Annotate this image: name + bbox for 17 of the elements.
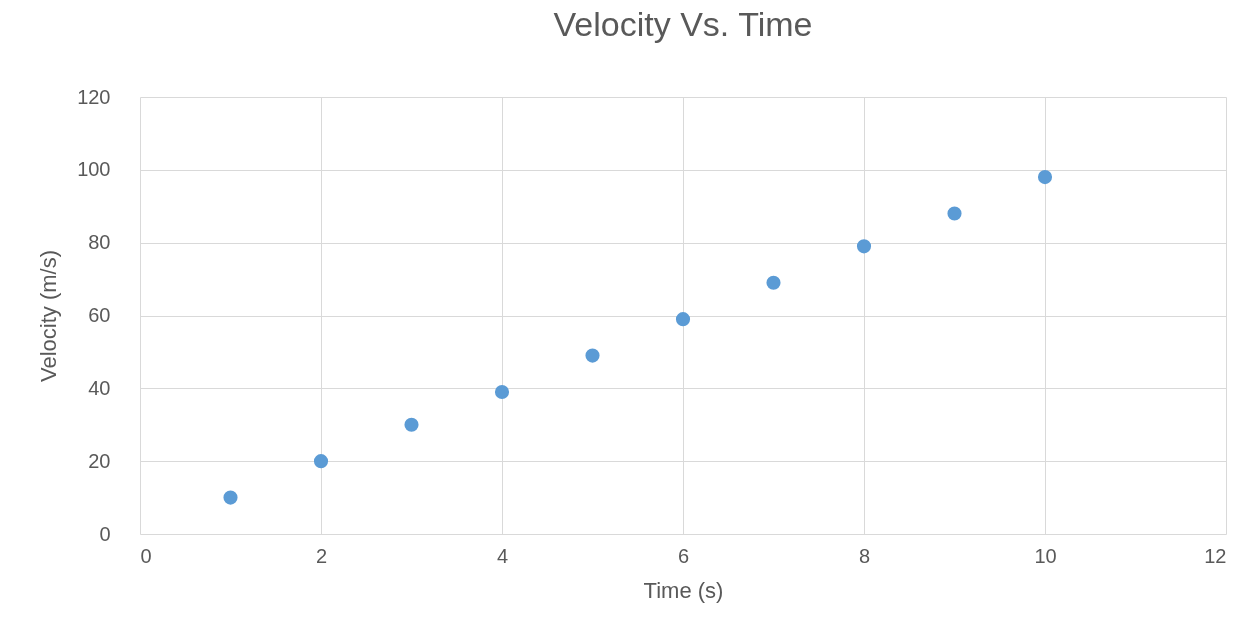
x-tick-label: 6 bbox=[677, 544, 690, 567]
y-tick-label: 100 bbox=[77, 158, 111, 181]
y-tick-label: 20 bbox=[88, 449, 111, 472]
x-tick-label: 2 bbox=[315, 544, 328, 567]
y-tick-label: 0 bbox=[99, 522, 111, 545]
x-tick-label: 10 bbox=[1034, 544, 1057, 567]
y-tick-label: 60 bbox=[88, 304, 111, 326]
x-tick-label: 0 bbox=[140, 544, 152, 567]
y-tick-label: 80 bbox=[88, 231, 111, 254]
x-tick-label: 8 bbox=[858, 544, 871, 567]
y-axis-title: Velocity (m/s) bbox=[36, 249, 62, 383]
y-tick-label: 40 bbox=[88, 376, 111, 399]
x-tick-label: 12 bbox=[1204, 544, 1227, 567]
chart-title: Velocity Vs. Time bbox=[553, 5, 813, 43]
y-tick-label: 120 bbox=[77, 85, 111, 108]
x-tick-label: 4 bbox=[496, 544, 509, 567]
x-axis-title: Time (s) bbox=[643, 577, 724, 603]
